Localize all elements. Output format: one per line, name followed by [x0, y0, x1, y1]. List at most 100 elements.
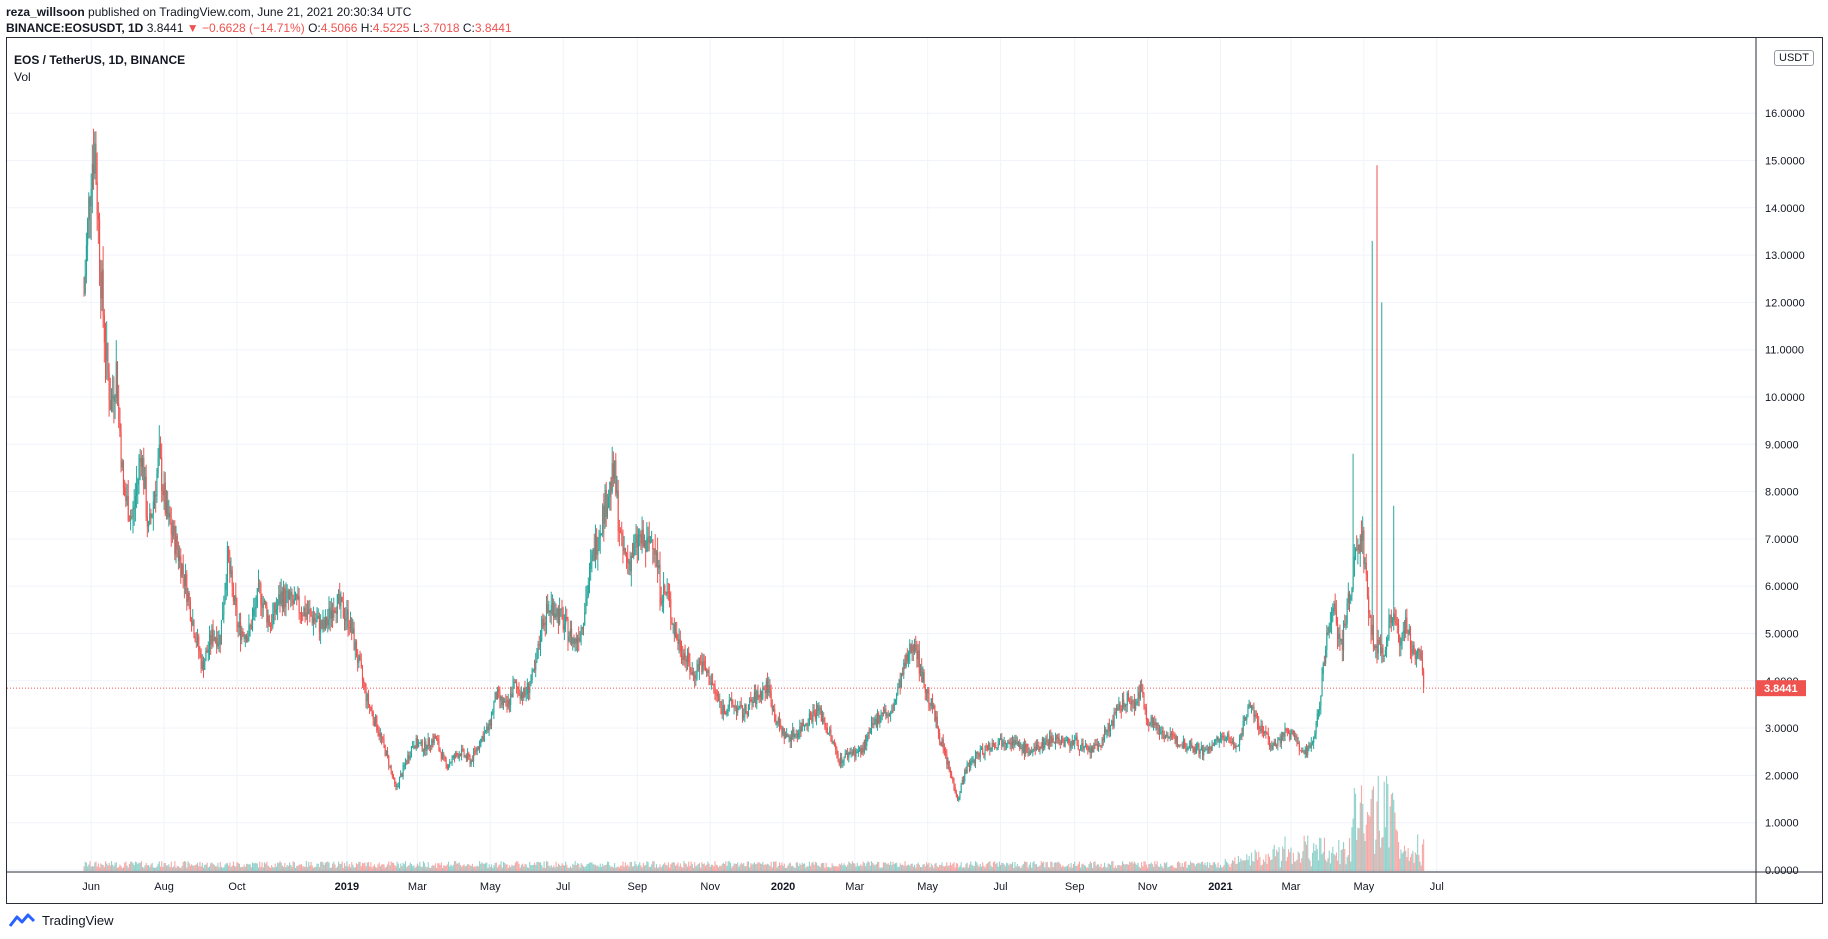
candle-body: [459, 754, 462, 756]
close-label: C:: [462, 21, 475, 35]
candle-body: [543, 623, 545, 627]
volume-bar: [1133, 861, 1136, 871]
candle-body: [965, 770, 967, 773]
volume-bar: [1260, 865, 1262, 871]
volume-bar: [983, 865, 985, 871]
candle-body: [414, 746, 416, 749]
volume-bar: [287, 865, 289, 871]
volume-bar: [1294, 861, 1296, 871]
candle-body: [143, 458, 145, 489]
volume-bar: [451, 866, 453, 871]
candle-body: [1002, 744, 1004, 746]
volume-bar: [1071, 867, 1073, 871]
volume-bar: [232, 861, 234, 871]
volume-bar: [83, 866, 85, 871]
candle-body: [269, 625, 272, 627]
candle-body: [353, 628, 355, 650]
candle-body: [118, 403, 120, 409]
chart-frame[interactable]: [6, 37, 1823, 904]
candle-body: [390, 765, 392, 772]
candle-body: [471, 760, 473, 762]
candle-body: [774, 709, 776, 721]
volume-bar: [887, 863, 889, 871]
volume-bar: [752, 863, 754, 871]
candle-body: [232, 585, 234, 601]
candle-body: [998, 739, 1000, 745]
volume-bar: [1411, 853, 1413, 871]
volume-bar: [591, 862, 593, 871]
volume-bar: [317, 863, 319, 871]
candle-body: [341, 597, 343, 602]
candle-body: [640, 534, 642, 544]
candle-body: [1254, 714, 1256, 717]
author-name[interactable]: reza_willsoon: [6, 5, 85, 19]
currency-badge[interactable]: USDT: [1774, 50, 1814, 66]
candle-body: [557, 608, 560, 624]
candle-body: [1006, 743, 1008, 745]
volume-bar: [273, 867, 275, 871]
candle-body: [133, 506, 135, 510]
candle-body: [908, 654, 910, 661]
candle-body: [1370, 617, 1372, 635]
volume-bar: [827, 866, 830, 871]
candle-body: [888, 714, 891, 716]
volume-bar: [1357, 827, 1359, 871]
volume-bar: [1180, 866, 1182, 871]
volume-bar: [281, 865, 283, 871]
candle-body: [1143, 693, 1145, 708]
candle-body: [660, 597, 662, 604]
volume-bar: [213, 864, 215, 871]
candle-body: [994, 745, 996, 747]
candle-body: [1345, 623, 1347, 626]
volume-bar: [1405, 850, 1407, 871]
candle-body: [1295, 736, 1297, 738]
volume-bar: [1298, 853, 1300, 871]
volume-bar: [383, 864, 385, 871]
candle-body: [1193, 747, 1195, 752]
candle-body: [486, 726, 488, 731]
volume-bar: [219, 861, 221, 871]
x-tick-label: Mar: [1281, 881, 1300, 893]
candle-body: [1081, 742, 1083, 746]
volume-bar: [642, 862, 644, 871]
volume-bar: [646, 861, 648, 871]
candle-body: [289, 596, 291, 599]
candle-body: [306, 612, 309, 614]
volume-bar: [1356, 840, 1358, 871]
x-tick-label: Nov: [1138, 881, 1158, 893]
candle-body: [332, 610, 334, 618]
volume-bar: [884, 862, 886, 871]
footer-brand[interactable]: TradingView: [8, 912, 114, 928]
volume-bar: [892, 861, 894, 871]
candle-body: [669, 593, 671, 600]
volume-bar: [249, 864, 251, 871]
candle-body: [697, 663, 699, 671]
candle-body: [1223, 737, 1225, 742]
candle-body: [1347, 592, 1349, 604]
candle-body: [874, 718, 876, 725]
candle-body: [378, 732, 380, 737]
volume-bar: [1327, 858, 1329, 871]
volume-bar: [630, 861, 632, 871]
volume-bar: [197, 862, 199, 871]
x-tick-label: Mar: [408, 881, 427, 893]
candle-body: [186, 574, 188, 602]
candle-body: [151, 514, 153, 518]
candle-body: [1031, 751, 1033, 753]
volume-bar: [953, 862, 955, 871]
candle-body: [418, 743, 420, 747]
candle-body: [973, 759, 975, 764]
volume-bar: [851, 861, 853, 871]
volume-bar: [1112, 861, 1114, 871]
volume-bar: [1017, 866, 1020, 871]
volume-bar: [1008, 865, 1010, 871]
candle-body: [462, 748, 464, 750]
volume-bar: [1203, 864, 1205, 871]
candle-body: [272, 613, 274, 627]
candle-body: [360, 660, 362, 668]
candle-body: [572, 638, 574, 644]
volume-bar: [881, 867, 883, 871]
candle-body: [113, 395, 115, 402]
volume-bar: [518, 863, 520, 871]
